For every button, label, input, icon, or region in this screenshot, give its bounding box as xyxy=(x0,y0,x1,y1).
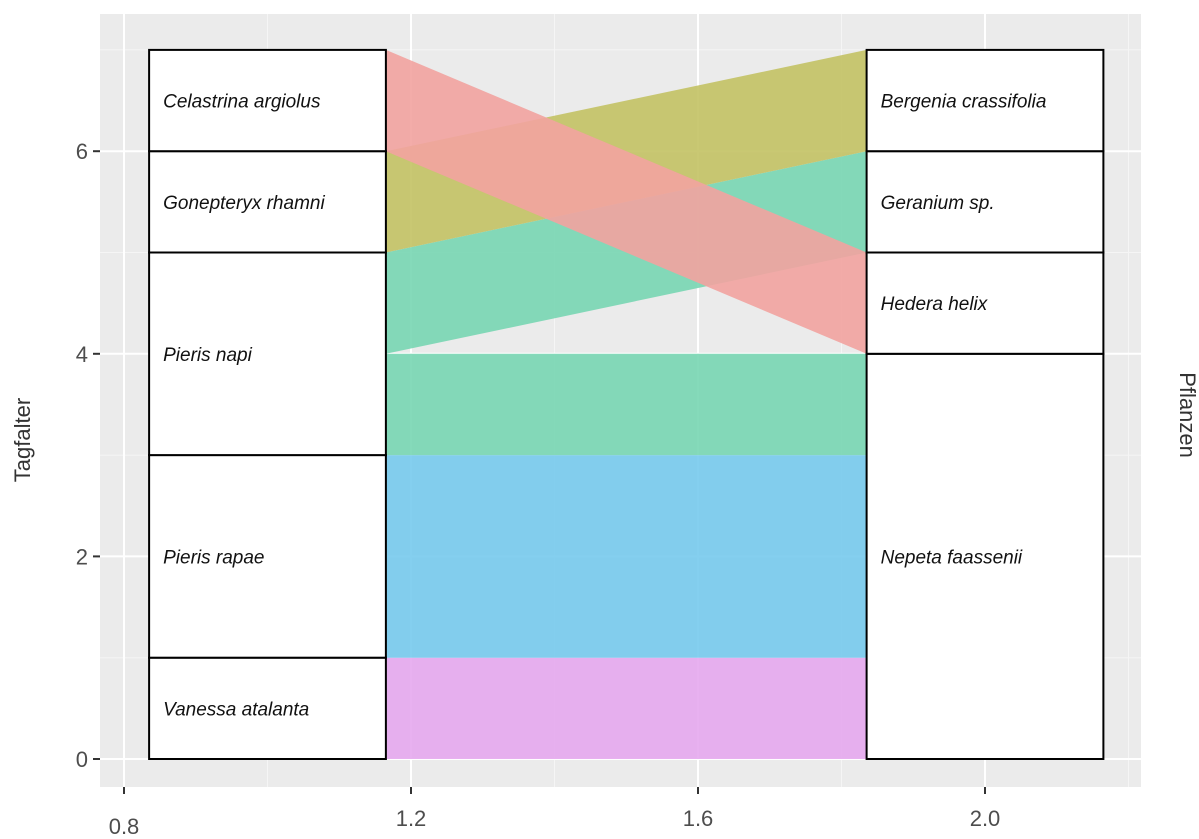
stratum-label: Pieris rapae xyxy=(163,547,264,568)
stratum-label: Vanessa atalanta xyxy=(163,699,309,720)
stratum-label: Celastrina argiolus xyxy=(163,92,321,113)
axis-ticks: 0 2 4 6 0.8 1.2 1.6 2.0 xyxy=(76,139,1001,839)
stratum-box xyxy=(865,251,1105,355)
stratum-label: Pieris napi xyxy=(163,345,252,366)
stratum-box xyxy=(865,352,1105,760)
flow-pieris-rapae-to-nepeta-faassenii xyxy=(385,455,867,658)
stratum-label: Hedera helix xyxy=(881,294,989,315)
y-axis-title-right: Pflanzen xyxy=(1175,372,1199,458)
stratum-label: Bergenia crassifolia xyxy=(881,92,1047,113)
flow-pieris-napi-to-geranium-sp xyxy=(385,151,867,354)
stratum-label: Geranium sp. xyxy=(881,193,995,214)
x-tick-label: 1.2 xyxy=(396,806,427,831)
stratum-box xyxy=(865,48,1105,153)
stratum-box xyxy=(865,150,1105,254)
y-tick-label: 0 xyxy=(76,747,88,772)
y-tick-label: 2 xyxy=(76,544,88,569)
stratum-box xyxy=(148,150,387,254)
flows xyxy=(385,49,867,759)
flow-celastrina-argiolus-to-hedera-helix xyxy=(385,49,867,354)
x-tick-label: 0.8 xyxy=(109,814,140,839)
stratum-label: Nepeta faassenii xyxy=(881,547,1023,568)
stratum-label: Gonepteryx rhamni xyxy=(163,193,325,214)
x-tick-label: 1.6 xyxy=(683,806,714,831)
y-tick-label: 4 xyxy=(76,342,88,367)
flow-vanessa-atalanta-to-nepeta-faassenii xyxy=(385,657,867,759)
y-axis-title: Tagfalter xyxy=(10,398,35,482)
stratum-box xyxy=(148,656,387,761)
strata: Vanessa atalanta Pieris rapae Pieris napi G… xyxy=(148,48,1105,761)
x-tick-label: 2.0 xyxy=(970,806,1001,831)
stratum-box xyxy=(148,48,387,153)
y-tick-label: 6 xyxy=(76,139,88,164)
stratum-box xyxy=(148,454,387,659)
flow-pieris-napi-to-nepeta-faassenii xyxy=(385,353,867,456)
